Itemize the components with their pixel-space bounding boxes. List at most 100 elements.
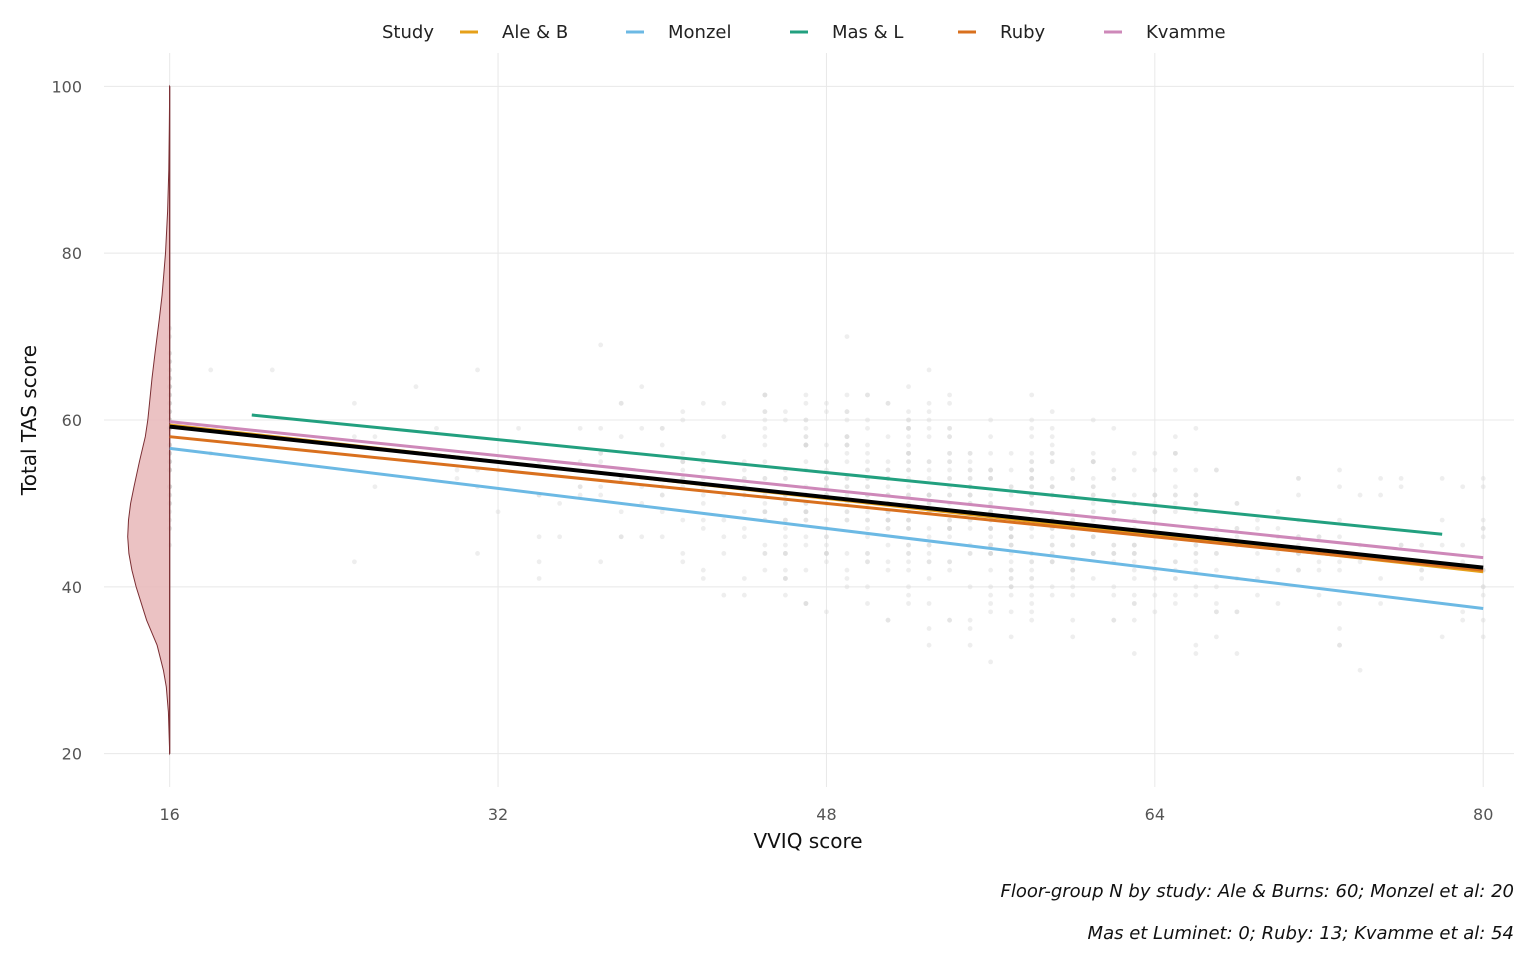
scatter-point	[824, 484, 829, 490]
scatter-point	[865, 559, 870, 565]
scatter-point	[803, 517, 809, 523]
scatter-point	[1152, 509, 1158, 515]
scatter-point	[947, 400, 952, 406]
scatter-point	[926, 492, 932, 498]
scatter-point	[762, 501, 768, 506]
scatter-point	[618, 400, 624, 406]
scatter-point	[988, 534, 994, 540]
scatter-point	[1172, 467, 1178, 473]
scatter-point	[1111, 551, 1117, 556]
scatter-point	[824, 409, 829, 415]
scatter-point	[1152, 492, 1158, 498]
scatter-point	[1008, 484, 1014, 490]
scatter-point	[926, 492, 932, 498]
scatter-point	[762, 509, 768, 515]
scatter-point	[947, 617, 952, 623]
scatter-point	[824, 534, 829, 540]
scatter-point	[844, 434, 850, 440]
scatter-point	[1049, 484, 1055, 490]
scatter-point	[1439, 517, 1445, 523]
scatter-point	[947, 467, 952, 473]
scatter-point	[988, 475, 994, 481]
scatter-point	[803, 425, 809, 431]
scatter-point	[1029, 484, 1035, 490]
scatter-point	[885, 467, 891, 473]
scatter-point	[885, 517, 891, 523]
scatter-point	[803, 459, 809, 465]
scatter-point	[967, 475, 973, 481]
scatter-point	[1090, 492, 1096, 498]
scatter-point	[1131, 551, 1137, 556]
scatter-point	[1337, 467, 1342, 473]
scatter-point	[1090, 509, 1096, 515]
scatter-point	[1090, 509, 1096, 515]
scatter-point	[700, 567, 706, 573]
scatter-point	[885, 467, 891, 473]
scatter-point	[803, 542, 809, 548]
scatter-point	[1029, 576, 1035, 581]
scatter-point	[1070, 509, 1076, 515]
scatter-point	[906, 409, 911, 415]
scatter-point	[1480, 475, 1486, 481]
scatter-point	[475, 367, 480, 373]
scatter-point	[1029, 467, 1035, 473]
scatter-point	[1131, 559, 1137, 565]
scatter-point	[1029, 559, 1035, 565]
scatter-point	[885, 484, 891, 490]
scatter-point	[1029, 467, 1035, 473]
scatter-point	[926, 534, 932, 540]
scatter-point	[762, 392, 768, 398]
scatter-point	[1029, 484, 1035, 490]
scatter-point	[1419, 576, 1425, 581]
scatter-point	[680, 551, 686, 556]
scatter-point	[803, 509, 809, 515]
scatter-point	[844, 517, 850, 523]
scatter-point	[885, 559, 891, 565]
scatter-point	[988, 526, 994, 531]
scatter-point	[762, 434, 768, 440]
scatter-point	[1029, 392, 1035, 398]
scatter-point	[680, 450, 686, 456]
scatter-point	[865, 459, 870, 465]
scatter-point	[1008, 609, 1014, 615]
scatter-point	[1193, 551, 1199, 556]
scatter-point	[1049, 542, 1055, 548]
scatter-point	[844, 484, 850, 490]
scatter-point	[906, 567, 911, 573]
scatter-point	[1090, 534, 1096, 540]
legend-title: Study	[382, 22, 434, 43]
scatter-point	[598, 459, 604, 465]
scatter-point	[1049, 559, 1055, 565]
scatter-point	[947, 526, 952, 531]
scatter-point	[926, 425, 932, 431]
scatter-point	[947, 475, 952, 481]
scatter-point	[1357, 667, 1363, 673]
scatter-point	[598, 342, 604, 348]
scatter-point	[1008, 526, 1014, 531]
scatter-point	[1029, 617, 1035, 623]
scatter-point	[351, 434, 357, 440]
scatter-point	[1090, 459, 1096, 465]
scatter-point	[1049, 442, 1055, 448]
scatter-point	[1049, 459, 1055, 465]
scatter-point	[618, 534, 624, 540]
scatter-point	[1337, 559, 1342, 565]
scatter-point	[885, 526, 891, 531]
scatter-point	[1172, 484, 1178, 490]
scatter-point	[1008, 534, 1014, 540]
scatter-point	[1008, 542, 1014, 548]
x-axis-title: VVIQ score	[753, 829, 862, 853]
scatter-point	[906, 417, 911, 423]
scatter-point	[906, 467, 911, 473]
scatter-point	[659, 425, 665, 431]
scatter-point	[1193, 501, 1199, 506]
scatter-point	[1111, 509, 1117, 515]
scatter-point	[906, 584, 911, 590]
scatter-point	[1234, 534, 1240, 540]
scatter-point	[926, 492, 932, 498]
scatter-point	[906, 442, 911, 448]
scatter-point	[1337, 567, 1342, 573]
scatter-point	[762, 551, 768, 556]
scatter-point	[700, 501, 706, 506]
scatter-point	[865, 534, 870, 540]
